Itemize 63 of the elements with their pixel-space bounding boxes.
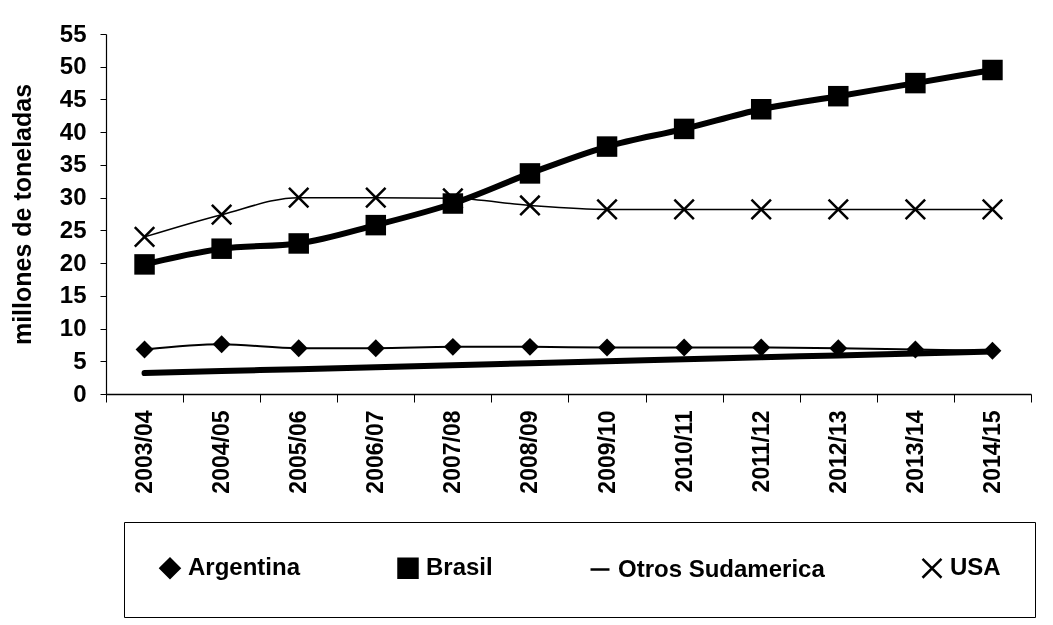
x-tick-label: 2005/06 bbox=[285, 410, 312, 494]
point bbox=[904, 198, 927, 221]
point bbox=[521, 337, 539, 356]
x-tick-label: 2006/07 bbox=[362, 410, 389, 494]
point bbox=[135, 340, 154, 359]
point bbox=[441, 187, 464, 210]
point bbox=[828, 85, 849, 107]
point bbox=[981, 198, 1004, 221]
x-tick-label: 2007/08 bbox=[439, 410, 466, 494]
y-tick-label: 0 bbox=[73, 379, 87, 407]
y-tick-label: 50 bbox=[59, 52, 87, 80]
point bbox=[210, 203, 233, 226]
point bbox=[675, 338, 694, 357]
y-axis-title: millones de toneladas bbox=[7, 83, 36, 346]
y-tick-label: 25 bbox=[59, 215, 87, 243]
y-tick-label: 35 bbox=[59, 150, 87, 178]
x-tick-label: 2012/13 bbox=[824, 410, 851, 494]
y-tick-label: 40 bbox=[59, 117, 87, 145]
y-tick-label: 15 bbox=[59, 281, 87, 309]
y-tick-label: 55 bbox=[59, 19, 87, 47]
point bbox=[364, 186, 387, 209]
point bbox=[443, 337, 462, 356]
point bbox=[212, 335, 231, 354]
y-tick-label: 30 bbox=[59, 183, 87, 211]
x-tick-label: 2008/09 bbox=[516, 410, 543, 494]
point bbox=[596, 136, 618, 157]
point bbox=[366, 339, 385, 358]
y-tick-label: 5 bbox=[73, 346, 87, 374]
x-tick-label: 2011/12 bbox=[747, 410, 774, 493]
point bbox=[750, 198, 773, 221]
y-tick-label: 20 bbox=[59, 248, 87, 276]
point bbox=[288, 233, 309, 254]
x-tick-label: 2009/10 bbox=[593, 410, 620, 494]
point bbox=[906, 340, 925, 359]
point bbox=[905, 72, 926, 94]
point bbox=[519, 163, 541, 184]
point bbox=[596, 198, 619, 221]
x-tick-label: 2013/14 bbox=[901, 410, 928, 494]
point bbox=[518, 194, 541, 217]
x-tick-label: 2010/11 bbox=[670, 410, 697, 493]
point bbox=[983, 341, 1002, 360]
x-tick-label: 2004/05 bbox=[208, 410, 235, 494]
point bbox=[598, 338, 616, 357]
legend-label: USA bbox=[950, 553, 1001, 581]
y-tick-label: 45 bbox=[59, 84, 87, 112]
point bbox=[827, 198, 850, 221]
legend-label: Brasil bbox=[426, 553, 493, 581]
point bbox=[752, 338, 771, 357]
point bbox=[289, 339, 308, 358]
point bbox=[365, 214, 387, 236]
legend-label: Argentina bbox=[188, 553, 301, 581]
point bbox=[134, 254, 155, 275]
x-tick-label: 2014/15 bbox=[978, 410, 1005, 494]
point bbox=[982, 59, 1003, 81]
y-tick-label: 10 bbox=[59, 314, 87, 342]
point bbox=[133, 225, 156, 248]
point bbox=[750, 99, 772, 120]
x-tick-label: 2003/04 bbox=[131, 410, 158, 494]
point bbox=[673, 118, 695, 140]
point bbox=[287, 186, 310, 209]
point bbox=[673, 198, 696, 221]
point bbox=[211, 238, 232, 259]
legend-label: Otros Sudamerica bbox=[618, 554, 826, 582]
